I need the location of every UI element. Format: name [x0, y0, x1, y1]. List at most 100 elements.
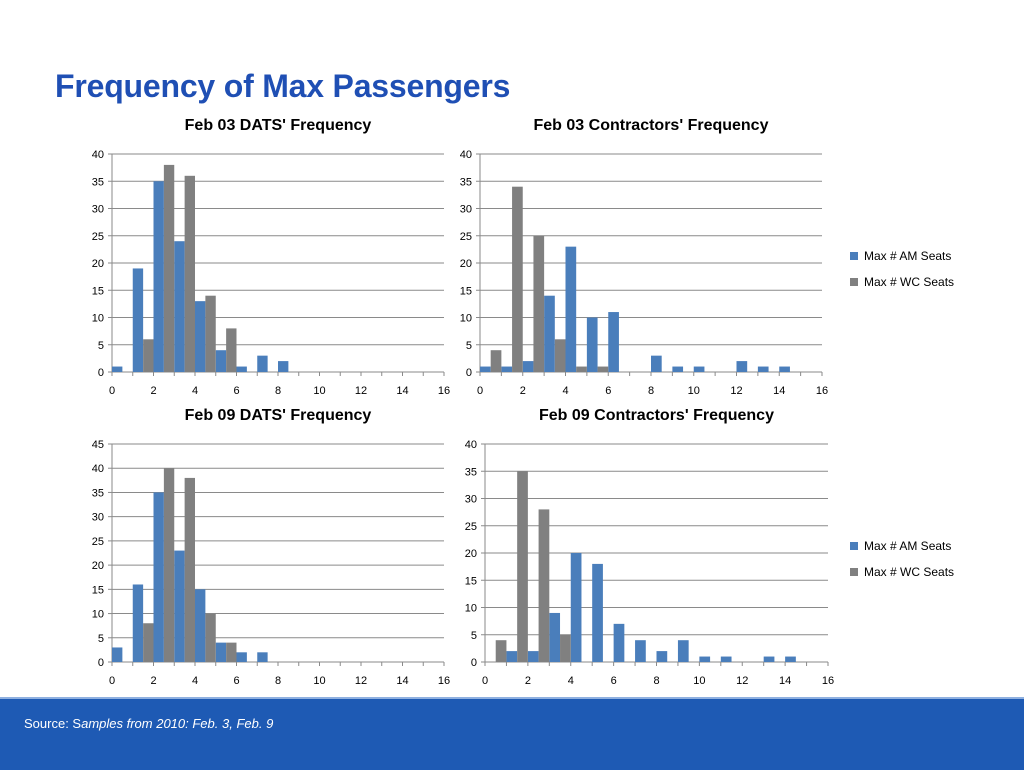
bar-am-seats — [112, 366, 123, 372]
bar-am-seats — [527, 651, 539, 662]
x-tick-label: 0 — [482, 675, 488, 687]
bar-am-seats — [549, 612, 561, 662]
y-tick-label: 35 — [460, 176, 472, 188]
y-tick-label: 30 — [460, 204, 472, 216]
y-tick-label: 30 — [92, 512, 104, 524]
legend-label-am: Max # AM Seats — [864, 539, 951, 553]
bar-am-seats — [672, 366, 684, 372]
bar-wc-seats — [205, 295, 216, 372]
x-tick-label: 4 — [192, 675, 198, 687]
bar-am-seats — [608, 312, 619, 372]
y-tick-label: 30 — [465, 494, 477, 506]
bar-wc-seats — [554, 339, 566, 372]
bar-am-seats — [651, 355, 662, 372]
x-tick-label: 4 — [562, 385, 568, 397]
y-tick-label: 0 — [471, 657, 477, 669]
x-tick-label: 6 — [611, 675, 617, 687]
bar-am-seats — [586, 317, 598, 372]
x-tick-label: 8 — [648, 385, 654, 397]
chart-feb03-contractors: Feb 03 Contractors' Frequency 0 5 10 15 20 25 3… — [440, 112, 980, 402]
source-detail: amples from 2010: Feb. 3, Feb. 9 — [81, 716, 274, 731]
y-tick-label: 15 — [92, 584, 104, 596]
x-tick-label: 8 — [275, 675, 281, 687]
bar-wc-seats — [163, 164, 175, 372]
bar-wc-seats — [226, 642, 237, 662]
bar-am-seats — [153, 492, 164, 662]
legend-swatch-wc — [850, 278, 858, 286]
bar-wc-seats — [184, 175, 195, 372]
x-tick-label: 8 — [275, 385, 281, 397]
chart-feb03-dats: Feb 03 DATS' Frequency 0 5 10 15 20 25 30 35 40 0 2… — [60, 112, 450, 402]
legend-label-wc: Max # WC Seats — [864, 565, 954, 579]
y-tick-label: 20 — [92, 258, 104, 270]
y-tick-label: 10 — [460, 313, 472, 325]
bar-wc-seats — [143, 623, 154, 662]
x-tick-label: 10 — [313, 385, 325, 397]
bar-am-seats — [736, 361, 748, 372]
bar-am-seats — [215, 350, 227, 372]
bar-am-seats — [779, 366, 790, 372]
x-tick-label: 16 — [438, 675, 450, 687]
bar-wc-seats — [495, 640, 507, 662]
x-tick-label: 2 — [520, 385, 526, 397]
x-tick-label: 6 — [605, 385, 611, 397]
y-tick-label: 20 — [92, 560, 104, 572]
x-tick-label: 10 — [693, 675, 705, 687]
source-prefix: Source: S — [24, 716, 82, 731]
chart-title: Feb 09 DATS' Frequency — [185, 407, 372, 424]
x-tick-label: 16 — [822, 675, 834, 687]
bar-am-seats — [570, 553, 582, 662]
y-tick-label: 40 — [92, 149, 104, 161]
bar-am-seats — [112, 647, 123, 662]
bar-am-seats — [174, 550, 185, 662]
y-tick-label: 45 — [92, 439, 104, 451]
y-tick-label: 40 — [92, 463, 104, 475]
x-tick-label: 8 — [653, 675, 659, 687]
bar-am-seats — [592, 563, 603, 662]
x-tick-label: 12 — [355, 675, 367, 687]
y-tick-label: 5 — [466, 340, 472, 352]
bar-wc-seats — [226, 328, 237, 372]
bar-am-seats — [132, 584, 144, 662]
bar-wc-seats — [517, 471, 528, 662]
x-tick-label: 0 — [109, 385, 115, 397]
x-tick-label: 14 — [396, 675, 408, 687]
bar-am-seats — [613, 623, 625, 662]
x-tick-label: 12 — [736, 675, 748, 687]
bar-am-seats — [677, 640, 689, 662]
bar-wc-seats — [184, 477, 195, 662]
bar-am-seats — [132, 268, 144, 372]
bar-wc-seats — [576, 366, 587, 372]
x-tick-label: 16 — [438, 385, 450, 397]
y-tick-label: 35 — [92, 487, 104, 499]
y-tick-label: 20 — [465, 548, 477, 560]
y-tick-label: 25 — [465, 521, 477, 533]
bar-wc-seats — [143, 339, 154, 372]
y-tick-label: 15 — [92, 285, 104, 297]
bar-am-seats — [257, 355, 268, 372]
legend-label-wc: Max # WC Seats — [864, 275, 954, 289]
x-tick-label: 14 — [779, 675, 791, 687]
x-tick-label: 0 — [109, 675, 115, 687]
bar-am-seats — [763, 656, 775, 662]
bar-am-seats — [153, 181, 164, 372]
x-tick-label: 14 — [773, 385, 785, 397]
bar-am-seats — [544, 295, 555, 372]
slide-title: Frequency of Max Passengers — [55, 68, 511, 104]
bar-am-seats — [757, 366, 769, 372]
x-tick-label: 6 — [233, 675, 239, 687]
y-tick-label: 40 — [460, 149, 472, 161]
bar-am-seats — [785, 656, 796, 662]
y-tick-label: 10 — [92, 313, 104, 325]
x-tick-label: 4 — [568, 675, 574, 687]
y-tick-label: 25 — [460, 231, 472, 243]
source-note: Source: Samples from 2010: Feb. 3, Feb. … — [24, 716, 273, 731]
y-tick-label: 10 — [465, 603, 477, 615]
y-tick-label: 40 — [465, 439, 477, 451]
chart-svg: Feb 03 Contractors' Frequency05101520253… — [460, 117, 954, 397]
bar-am-seats — [236, 366, 247, 372]
chart-title: Feb 03 Contractors' Frequency — [534, 117, 769, 134]
chart-feb09-dats: Feb 09 DATS' Frequency 0 5 10 15 20 25 30 35 40 45… — [60, 402, 450, 692]
y-tick-label: 25 — [92, 231, 104, 243]
bar-am-seats — [501, 366, 513, 372]
